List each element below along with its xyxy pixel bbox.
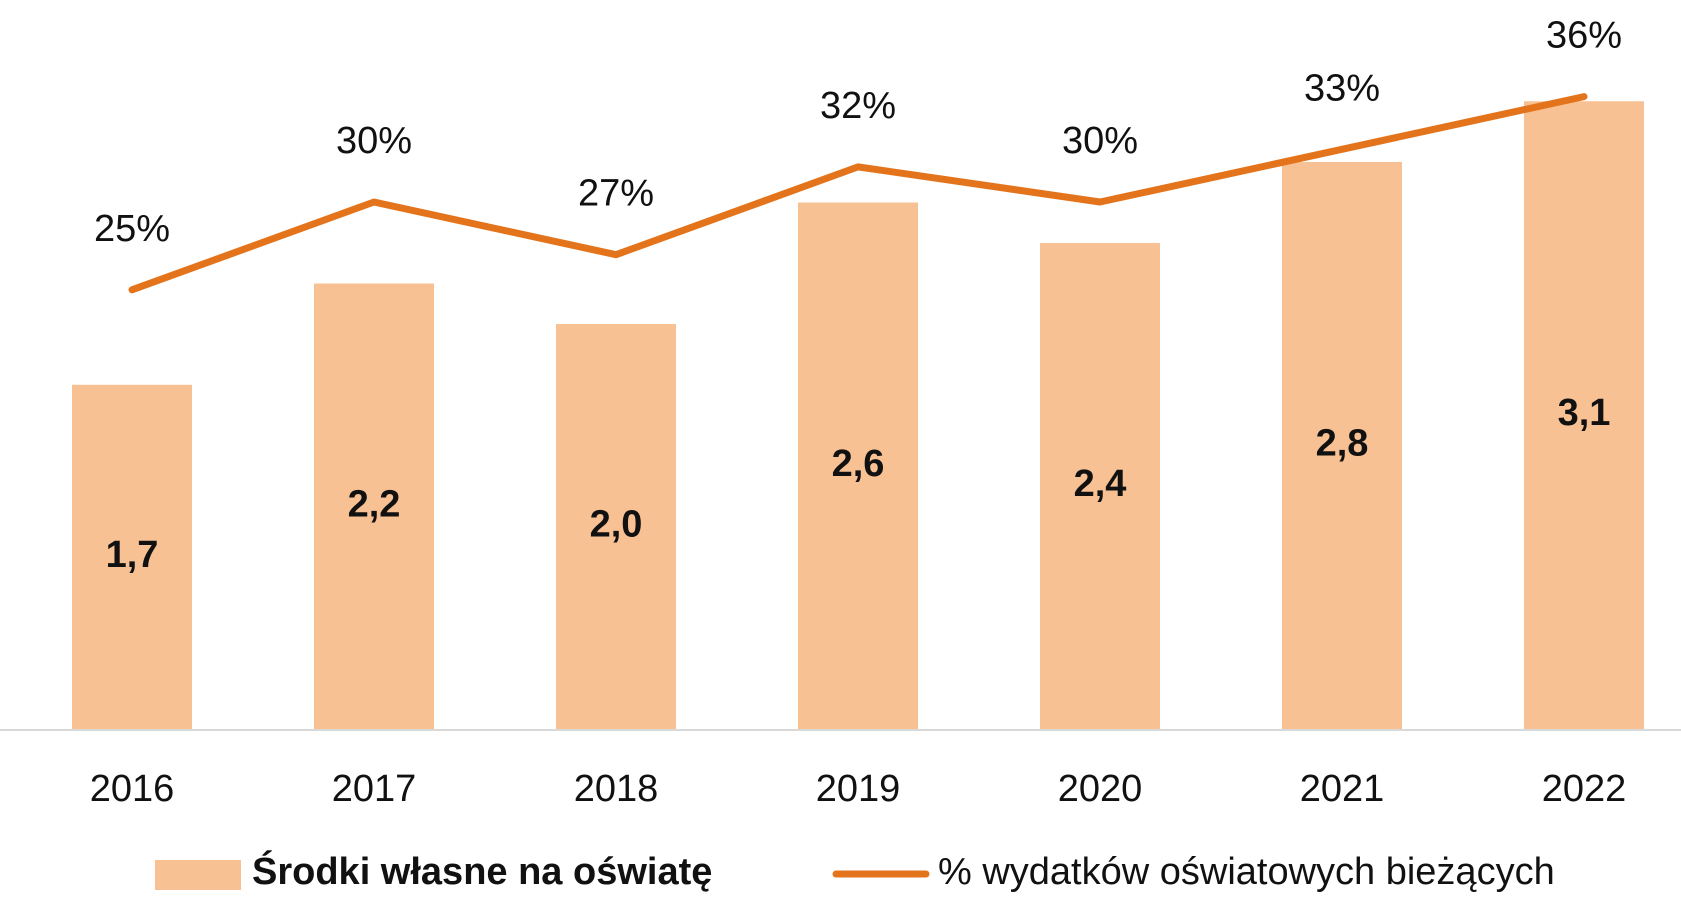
x-tick-label: 2016 bbox=[90, 768, 175, 810]
x-tick-label: 2017 bbox=[332, 768, 417, 810]
bar-value-label: 2,6 bbox=[832, 443, 885, 485]
bar-value-label: 2,2 bbox=[348, 483, 401, 525]
line-value-label: 30% bbox=[1062, 120, 1138, 162]
bar bbox=[556, 324, 676, 729]
line-value-label: 30% bbox=[336, 120, 412, 162]
bar-value-label: 1,7 bbox=[106, 534, 159, 576]
bar bbox=[798, 202, 918, 729]
line bbox=[128, 93, 1588, 294]
bar-value-label: 2,8 bbox=[1316, 423, 1369, 465]
bar bbox=[314, 283, 434, 729]
line-value-label: 27% bbox=[578, 173, 654, 215]
line-value-label: 33% bbox=[1304, 67, 1380, 109]
x-tick-label: 2022 bbox=[1542, 768, 1627, 810]
bar-value-label: 2,0 bbox=[590, 504, 643, 546]
bar-value-label: 2,4 bbox=[1074, 463, 1127, 505]
x-tick-label: 2021 bbox=[1300, 768, 1385, 810]
x-tick-label: 2019 bbox=[816, 768, 901, 810]
line-value-label: 25% bbox=[94, 208, 170, 250]
bar bbox=[1040, 243, 1160, 729]
legend-swatch bbox=[155, 860, 241, 890]
line-value-label: 36% bbox=[1546, 15, 1622, 57]
legend-label: Środki własne na oświatę bbox=[252, 849, 712, 893]
bar bbox=[1282, 162, 1402, 729]
x-tick-label: 2020 bbox=[1058, 768, 1143, 810]
bar-value-label: 3,1 bbox=[1558, 392, 1611, 434]
line-value-label: 32% bbox=[820, 85, 896, 127]
bar bbox=[1524, 101, 1644, 729]
legend-label: % wydatków oświatowych bieżących bbox=[938, 851, 1555, 893]
x-tick-label: 2018 bbox=[574, 768, 659, 810]
bar bbox=[72, 384, 192, 729]
